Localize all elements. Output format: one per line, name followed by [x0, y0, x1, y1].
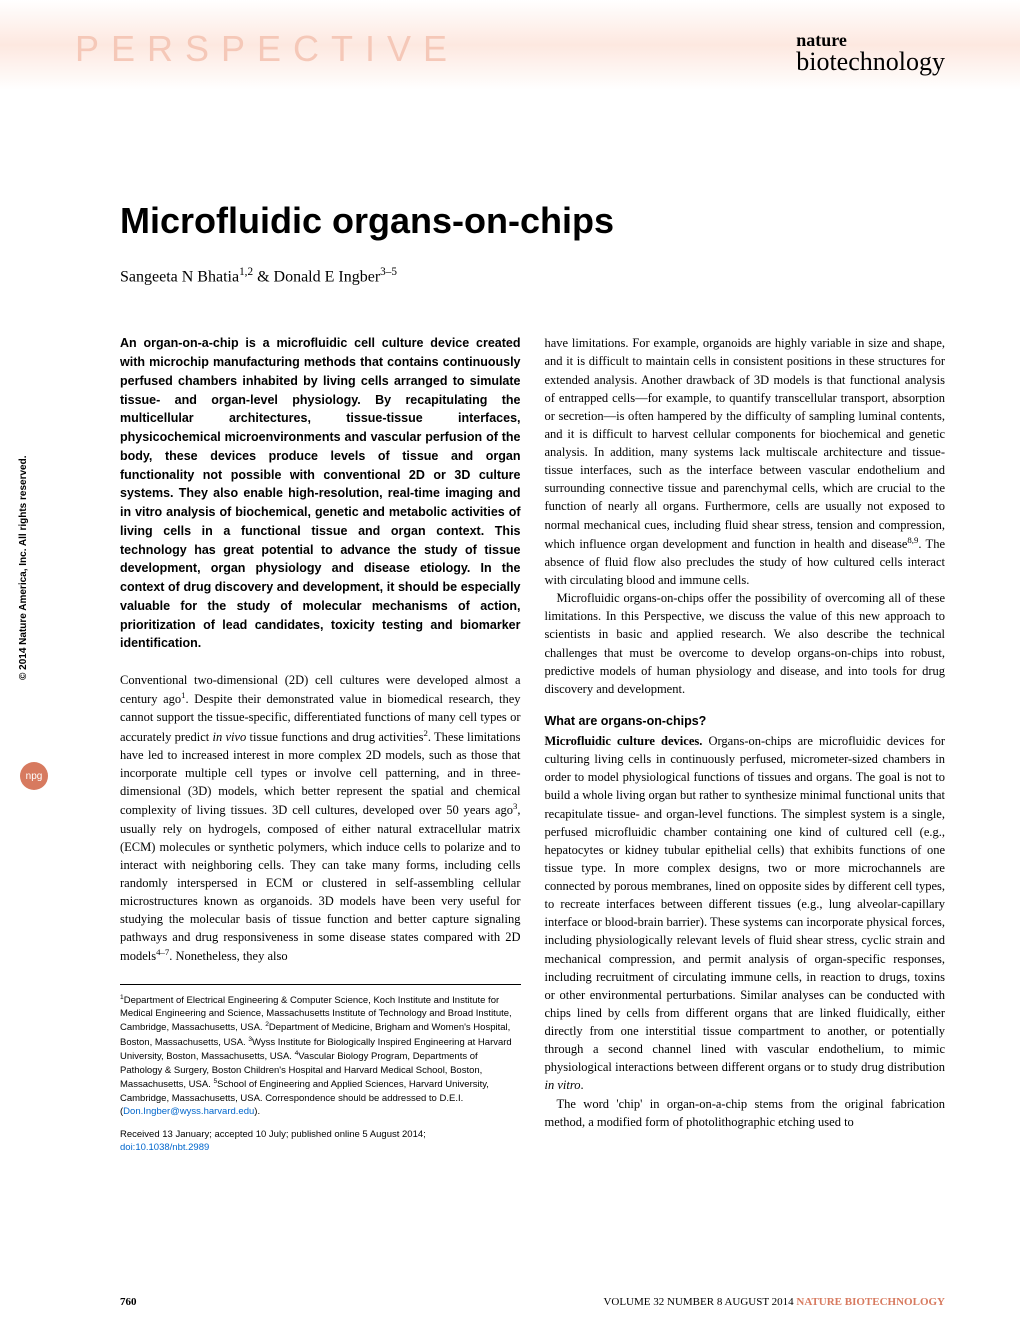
footer: 760 VOLUME 32 NUMBER 8 AUGUST 2014 NATUR…: [120, 1296, 945, 1308]
section-heading: What are organs-on-chips?: [545, 712, 946, 730]
page-number: 760: [120, 1296, 137, 1308]
authors: Sangeeta N Bhatia1,2 & Donald E Ingber3–…: [120, 266, 945, 286]
right-paragraph-3: Microfluidic culture devices. Organs-on-…: [545, 732, 946, 1095]
header-banner: PERSPECTIVE nature biotechnology: [0, 0, 1020, 90]
copyright-sidebar: © 2014 Nature America, Inc. All rights r…: [18, 455, 29, 680]
journal-name-line2: biotechnology: [796, 47, 945, 77]
right-paragraph-1: have limitations. For example, organoids…: [545, 334, 946, 589]
footer-issue: VOLUME 32 NUMBER 8 AUGUST 2014 NATURE BI…: [603, 1296, 945, 1308]
article-container: Microfluidic organs-on-chips Sangeeta N …: [0, 90, 1020, 1155]
affiliations: 1Department of Electrical Engineering & …: [120, 984, 521, 1118]
received-text: Received 13 January; accepted 10 July; p…: [120, 1129, 426, 1140]
footer-journal: NATURE BIOTECHNOLOGY: [796, 1296, 945, 1308]
article-title: Microfluidic organs-on-chips: [120, 200, 945, 242]
abstract: An organ-on-a-chip is a microfluidic cel…: [120, 334, 521, 653]
journal-logo: nature biotechnology: [796, 30, 945, 77]
right-body: have limitations. For example, organoids…: [545, 334, 946, 1131]
two-column-layout: An organ-on-a-chip is a microfluidic cel…: [120, 334, 945, 1154]
left-column: An organ-on-a-chip is a microfluidic cel…: [120, 334, 521, 1154]
right-paragraph-2: Microfluidic organs-on-chips offer the p…: [545, 589, 946, 698]
left-body: Conventional two-dimensional (2D) cell c…: [120, 671, 521, 966]
received-info: Received 13 January; accepted 10 July; p…: [120, 1128, 521, 1155]
right-paragraph-4: The word 'chip' in organ-on-a-chip stems…: [545, 1095, 946, 1131]
right-column: have limitations. For example, organoids…: [545, 334, 946, 1154]
issue-info: VOLUME 32 NUMBER 8 AUGUST 2014: [603, 1296, 796, 1308]
doi-link[interactable]: doi:10.1038/nbt.2989: [120, 1142, 209, 1153]
npg-badge: npg: [20, 762, 48, 790]
left-paragraph-1: Conventional two-dimensional (2D) cell c…: [120, 671, 521, 966]
